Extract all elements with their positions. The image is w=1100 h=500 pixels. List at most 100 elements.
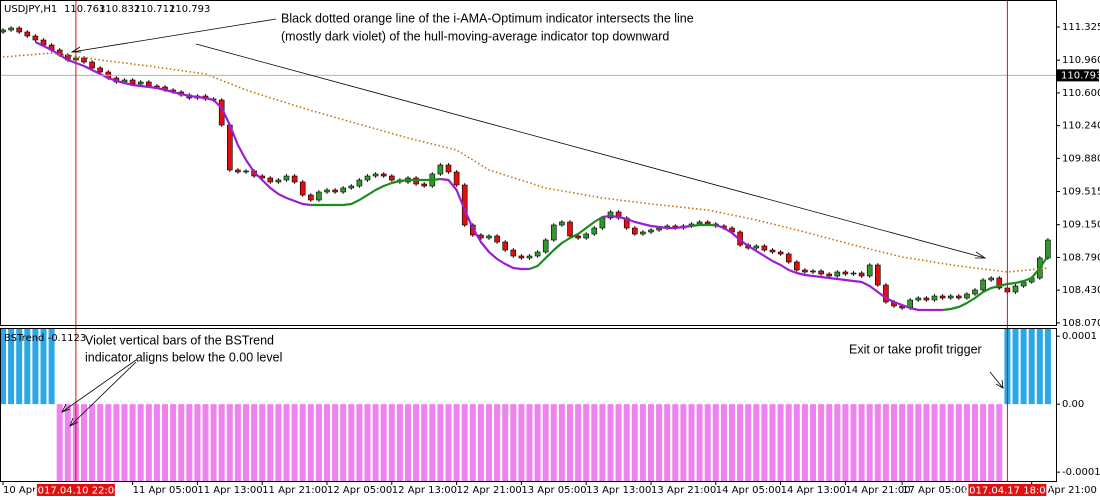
x-tick-label: 11 Apr 13:00: [197, 485, 262, 496]
y-tick-label: 109.515: [1062, 187, 1100, 198]
header-value: 110.712: [134, 4, 175, 15]
histogram-bar: [923, 404, 930, 481]
candle-body: [648, 229, 654, 233]
candle-body: [874, 264, 881, 286]
histogram-bar: [121, 404, 128, 481]
histogram-bar: [186, 404, 193, 481]
histogram-bar: [518, 404, 525, 481]
histogram-bar: [218, 404, 225, 481]
y-tick-label: 109.880: [1062, 153, 1100, 164]
histogram-bar: [48, 328, 55, 405]
candle-body: [275, 179, 282, 183]
histogram-bar: [648, 404, 654, 481]
histogram-bar: [396, 404, 403, 481]
histogram-bar: [113, 404, 120, 481]
candle-body: [243, 170, 249, 173]
histogram-bar: [688, 404, 695, 481]
candle-body: [777, 251, 784, 255]
histogram-bar: [1044, 328, 1051, 405]
histogram-bar: [534, 404, 541, 481]
candle-body: [494, 235, 500, 243]
histogram-bar: [299, 404, 306, 481]
candle-body: [575, 235, 581, 239]
histogram-bar: [931, 404, 938, 481]
y-tick-label: 108.070: [1062, 318, 1100, 329]
histogram-bar: [0, 328, 6, 405]
histogram-bar: [340, 404, 347, 481]
x-tick-label: 11 Apr 05:00: [133, 485, 198, 496]
candle-body: [704, 221, 711, 225]
x-tick-label: 10 Apr: [3, 485, 37, 496]
histogram-bar: [170, 404, 177, 481]
histogram-bar: [502, 404, 509, 481]
histogram-bar: [291, 404, 298, 481]
header-value: 110.832: [99, 4, 140, 15]
histogram-bar: [526, 404, 533, 481]
histogram-bar: [801, 404, 808, 481]
arrow-head: [70, 46, 81, 53]
histogram-bar: [178, 404, 185, 481]
histogram-bar: [947, 404, 954, 481]
histogram-bar: [81, 404, 87, 481]
histogram-bar: [259, 404, 266, 481]
histogram-bar: [510, 404, 517, 481]
histogram-bar: [639, 404, 646, 481]
candle-body: [89, 61, 95, 69]
current-price-box: [1057, 69, 1099, 82]
y-tick-label: 111.325: [1062, 22, 1100, 33]
histogram-bar: [996, 404, 1003, 481]
indicator-pane-border: [0, 328, 1057, 482]
candle-body: [858, 272, 865, 277]
candle-body: [332, 189, 338, 193]
y-tick-label: 110.960: [1062, 55, 1100, 66]
candle-body: [559, 221, 565, 226]
histogram-bar: [550, 404, 557, 481]
histogram-bar: [785, 404, 792, 481]
candle-body: [591, 227, 598, 235]
candle-body: [1045, 239, 1051, 259]
histogram-bar: [210, 404, 217, 481]
histogram-bar: [963, 404, 970, 481]
histogram-bar: [818, 404, 825, 481]
histogram-bar: [162, 404, 168, 481]
histogram-bar: [680, 404, 687, 481]
histogram-bar: [712, 404, 719, 481]
current-price-label: 110.793: [1061, 70, 1100, 81]
candle-body: [0, 29, 6, 33]
histogram-bar: [623, 404, 630, 481]
arrow-head: [975, 251, 987, 259]
candle-body: [826, 273, 833, 277]
candle-body: [761, 245, 768, 251]
histogram-bar: [761, 404, 768, 481]
histogram-bar: [882, 404, 889, 481]
symbol-title: USDJPY,H1: [4, 4, 57, 15]
candle-body: [640, 231, 646, 235]
histogram-bar: [980, 404, 987, 481]
candle-body: [534, 251, 541, 257]
x-tick-label: 13 Apr 13:00: [586, 485, 651, 496]
annotation: Violet vertical bars of the BSTrend: [85, 333, 274, 347]
histogram-bar: [429, 404, 436, 481]
histogram-bar: [858, 404, 865, 481]
histogram-bar: [56, 404, 63, 481]
candle-body: [97, 67, 103, 73]
candle-body: [316, 191, 322, 201]
histogram-bar: [567, 404, 573, 481]
histogram-bar: [753, 404, 760, 481]
candle-body: [785, 253, 792, 263]
histogram-bar: [542, 404, 549, 481]
histogram-bar: [915, 404, 922, 481]
candle-body: [866, 264, 873, 277]
histogram-bar: [477, 404, 484, 481]
candle-body: [388, 175, 395, 181]
y-tick-label: 108.790: [1062, 252, 1100, 263]
histogram-bar: [267, 404, 274, 481]
histogram-bar: [202, 404, 209, 481]
y-tick-label: 110.600: [1062, 88, 1100, 99]
histogram-bar: [874, 404, 881, 481]
histogram-bar: [939, 404, 946, 481]
histogram-bar: [243, 404, 249, 481]
candle-body: [146, 81, 152, 87]
candle-body: [696, 221, 703, 225]
